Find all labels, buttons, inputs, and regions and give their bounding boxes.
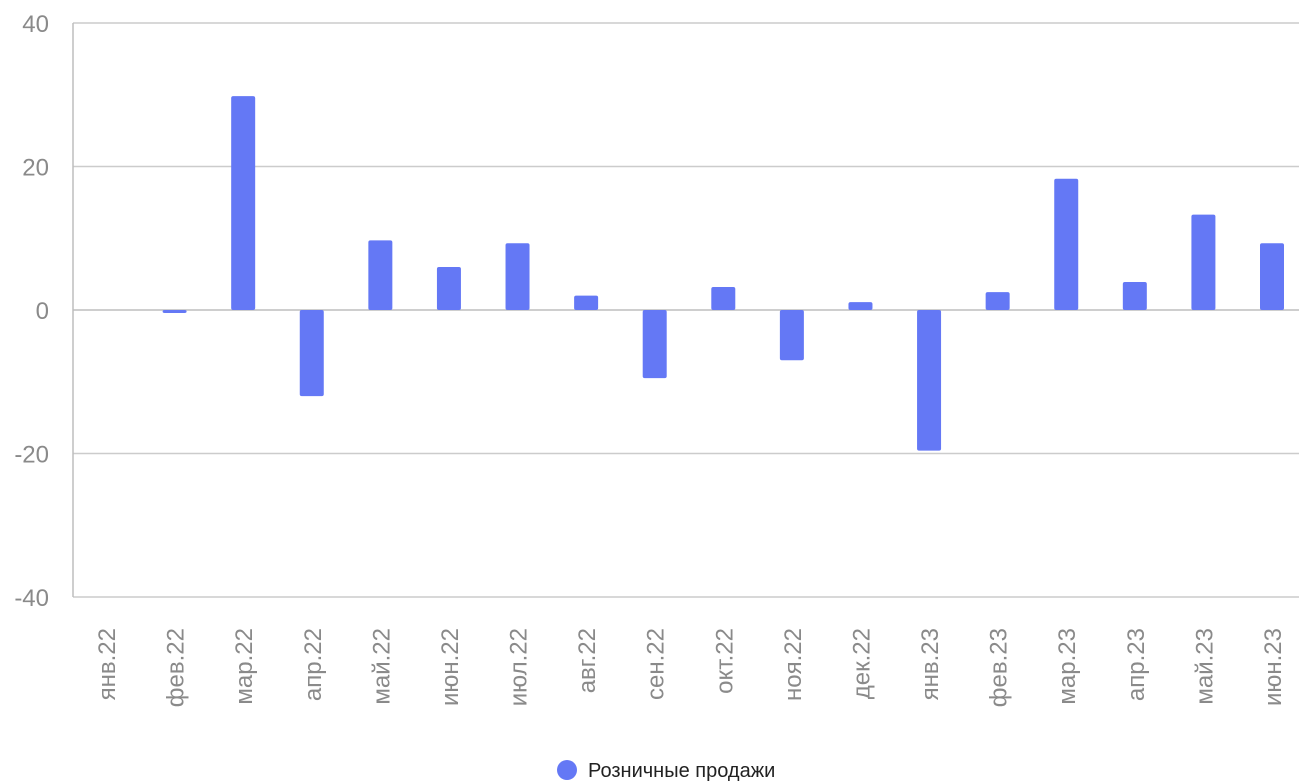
y-tick-label: 0 [36,298,49,325]
x-tick-label: янв.23 [917,628,944,700]
x-tick-label: июн.22 [437,628,464,706]
x-tick-label: фев.22 [163,628,190,707]
x-tick-label: май.22 [368,628,395,705]
y-tick-label: -40 [14,585,49,612]
legend-marker [557,760,577,780]
bars [162,96,1284,451]
bar [505,243,530,310]
bar [299,310,324,397]
bar [917,310,942,451]
legend: Розничные продажи [557,760,775,782]
bar [574,295,599,310]
bar [436,266,461,310]
bar [231,96,256,310]
x-tick-label: апр.22 [300,628,327,701]
x-tick-label: дек.22 [848,628,875,699]
x-tick-label: май.23 [1191,628,1218,705]
x-tick-label: ноя.22 [780,628,807,701]
x-tick-label: июл.22 [506,628,533,706]
bar [1191,214,1216,310]
x-tick-label: сен.22 [643,628,670,700]
legend-label: Розничные продажи [588,760,775,782]
bar [779,310,804,361]
x-tick-label: июн.23 [1260,628,1287,706]
y-tick-label: 40 [22,11,49,38]
x-tick-label: фев.23 [986,628,1013,707]
x-tick-label: апр.23 [1123,628,1150,701]
y-axis-labels: 40 20 0 -20 -40 [14,11,49,612]
bar [162,310,187,313]
x-axis-labels: янв.22 фев.22 мар.22 апр.22 май.22 июн.22 июл.… [94,628,1287,707]
bar [1122,282,1147,310]
bar [642,310,667,379]
x-tick-label: авг.22 [574,628,601,693]
bar [1054,178,1079,310]
grid [72,22,1299,598]
bar [1260,243,1284,310]
x-tick-label: окт.22 [711,628,738,694]
x-tick-label: мар.22 [231,628,258,705]
y-tick-label: -20 [14,442,49,469]
bar [985,292,1010,310]
bar [711,287,736,310]
bar [848,302,873,310]
bar [368,240,393,310]
y-tick-label: 20 [22,155,49,182]
x-tick-label: мар.23 [1054,628,1081,705]
x-tick-label: янв.22 [94,628,121,700]
